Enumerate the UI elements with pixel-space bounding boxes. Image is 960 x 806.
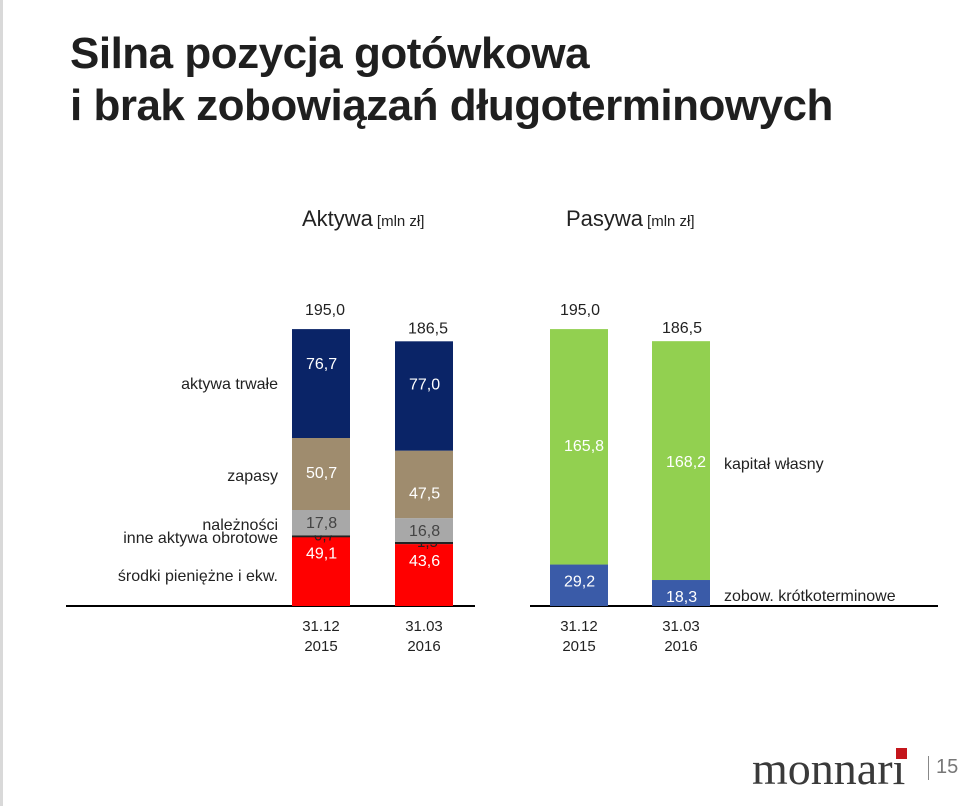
label-naleznosci-1: 16,8 <box>409 523 440 540</box>
bar-zobow-0 <box>550 564 608 606</box>
bar-zapasy-1 <box>395 450 453 519</box>
pasywa-heading: Pasywa [mln zł] <box>566 206 695 232</box>
bar-inne-0 <box>292 535 350 538</box>
label-aktywa-trwale-1: 77,0 <box>409 376 440 393</box>
aktywa-unit: [mln zł] <box>376 213 425 230</box>
aktywa-legend-naleznosci: należności <box>202 517 278 534</box>
aktywa-legend-aktywa-trwale: aktywa trwałe <box>181 376 278 393</box>
pasywa-xlabel-year-0: 2015 <box>562 638 595 655</box>
bar-aktywa-trwale-1 <box>395 341 453 451</box>
pasywa-xlabel-year-1: 2016 <box>664 638 697 655</box>
bar-zobow-1 <box>652 580 710 606</box>
label-aktywa-trwale-0: 76,7 <box>306 356 337 373</box>
aktywa-legend-srodki: środki pieniężne i ekw. <box>118 568 278 585</box>
label-kapital-0: 165,8 <box>564 438 604 455</box>
label-srodki-1: 43,6 <box>409 553 440 570</box>
pasywa-title: Pasywa <box>566 206 644 231</box>
slide-title-line1: Silna pozycja gotówkowa <box>70 29 590 78</box>
page-number-separator <box>928 756 929 780</box>
aktywa-xlabel-year-1: 2016 <box>407 638 440 655</box>
label-srodki-0: 49,1 <box>306 545 337 562</box>
bar-naleznosci-1 <box>395 518 453 542</box>
label-kapital-1: 168,2 <box>666 454 706 471</box>
bar-zapasy-0 <box>292 438 350 511</box>
pasywa-xlabel-date-1: 31.03 <box>662 618 700 635</box>
pasywa-legend-zobow: zobow. krótkoterminowe <box>724 588 896 605</box>
bar-kapital-0 <box>550 329 608 565</box>
bar-naleznosci-0 <box>292 510 350 536</box>
monnari-logo: monnari <box>752 743 906 794</box>
label-zapasy-1: 47,5 <box>409 486 440 503</box>
aktywa-xlabel-date-0: 31.12 <box>302 618 340 635</box>
label-zobow-1: 18,3 <box>666 589 697 606</box>
slide-title-line2: i brak zobowiązań długoterminowych <box>70 81 833 130</box>
aktywa-legend-zapasy: zapasy <box>227 468 278 485</box>
bar-inne-1 <box>395 541 453 545</box>
aktywa-legend-inne: inne aktywa obrotowe <box>123 530 278 547</box>
aktywa-xlabel-year-0: 2015 <box>304 638 337 655</box>
label-zapasy-0: 50,7 <box>306 465 337 482</box>
page-number: 15 <box>936 756 959 778</box>
label-zobow-0: 29,2 <box>564 574 595 591</box>
pasywa-total-1: 186,5 <box>662 320 702 337</box>
aktywa-title: Aktywa <box>302 206 373 231</box>
slide-title: Silna pozycja gotówkowa i brak zobowiąza… <box>70 28 833 132</box>
aktywa-total-0: 195,0 <box>305 302 345 319</box>
slide-left-border <box>0 0 3 806</box>
bar-srodki-0 <box>292 536 350 606</box>
bar-aktywa-trwale-0 <box>292 329 350 439</box>
logo-accent-mark <box>896 748 907 759</box>
aktywa-total-1: 186,5 <box>408 320 448 337</box>
label-naleznosci-0: 17,8 <box>306 515 337 532</box>
aktywa-heading: Aktywa [mln zł] <box>302 206 424 232</box>
pasywa-legend-kapital: kapitał własny <box>724 456 824 473</box>
pasywa-total-0: 195,0 <box>560 302 600 319</box>
bar-kapital-1 <box>652 341 710 581</box>
pasywa-xlabel-date-0: 31.12 <box>560 618 598 635</box>
pasywa-unit: [mln zł] <box>647 213 695 230</box>
aktywa-xlabel-date-1: 31.03 <box>405 618 443 635</box>
bar-srodki-1 <box>395 544 453 606</box>
